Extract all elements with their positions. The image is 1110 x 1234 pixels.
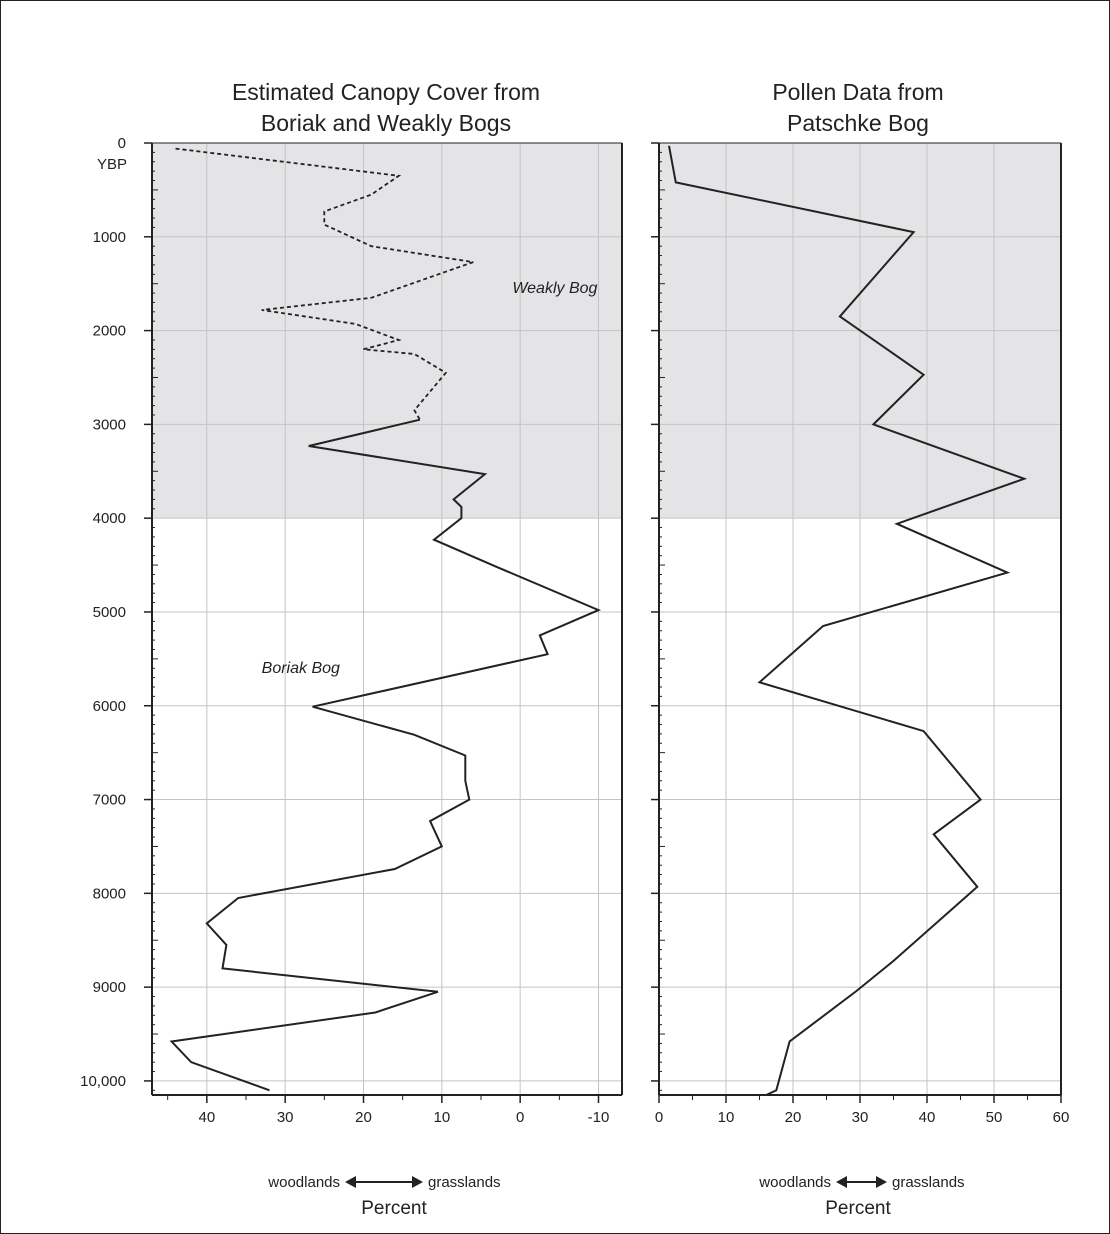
right-x-tick-label: 10 [718,1109,735,1126]
left-chart-title-line-1: Estimated Canopy Cover from [232,79,540,105]
y-tick-label: 3000 [93,416,126,433]
right-x-tick-label: 30 [852,1109,869,1126]
y-tick-label: 7000 [93,792,126,809]
left-x-tick-label: 40 [198,1109,215,1126]
right-chart-panel: 0 10 20 30 40 50 60 [651,142,1070,1126]
left-grasslands-label: grasslands [428,1174,501,1191]
left-x-tick-label: -10 [588,1109,610,1126]
right-x-tick-label: 0 [655,1109,663,1126]
right-woodlands-label: woodlands [758,1174,831,1191]
right-x-tick-label: 20 [785,1109,802,1126]
left-annotation-boriak-bog: Boriak Bog [262,660,340,677]
right-double-arrow-icon [836,1176,887,1188]
y-unit-label: YBP [97,156,127,173]
right-series-line-pollen [668,145,1028,1096]
y-tick-label: 6000 [93,698,126,715]
y-tick-label: 0 [118,135,126,152]
left-x-axis-label: Percent [361,1198,427,1219]
y-tick-label: 5000 [93,604,126,621]
left-series-line-boriak-bog [169,418,602,1092]
right-chart-title-line-1: Pollen Data from [772,79,943,105]
right-grasslands-label: grasslands [892,1174,965,1191]
left-double-arrow-icon [345,1176,423,1188]
left-series-line-weakly-bog [175,147,474,421]
left-x-tick-label: 10 [433,1109,450,1126]
right-x-tick-label: 60 [1053,1109,1070,1126]
y-tick-label: 10,000 [80,1073,126,1090]
right-x-axis-label: Percent [825,1198,891,1219]
y-tick-label: 1000 [93,229,126,246]
right-chart-title-line-2: Patschke Bog [787,110,929,136]
left-x-tick-label: 0 [516,1109,524,1126]
y-tick-label: 2000 [93,323,126,340]
left-chart-panel: 0 1000 2000 3000 4000 5000 6000 7000 8000 9000 10,… [80,135,623,1126]
y-tick-label: 4000 [93,510,126,527]
right-x-tick-label: 40 [919,1109,936,1126]
left-x-tick-label: 20 [355,1109,372,1126]
y-tick-label: 8000 [93,885,126,902]
left-chart-title-line-2: Boriak and Weakly Bogs [261,110,511,136]
left-woodlands-label: woodlands [267,1174,340,1191]
left-annotation-weakly-bog: Weakly Bog [512,280,597,297]
left-x-tick-label: 30 [277,1109,294,1126]
right-x-tick-label: 50 [986,1109,1003,1126]
y-tick-label: 9000 [93,979,126,996]
